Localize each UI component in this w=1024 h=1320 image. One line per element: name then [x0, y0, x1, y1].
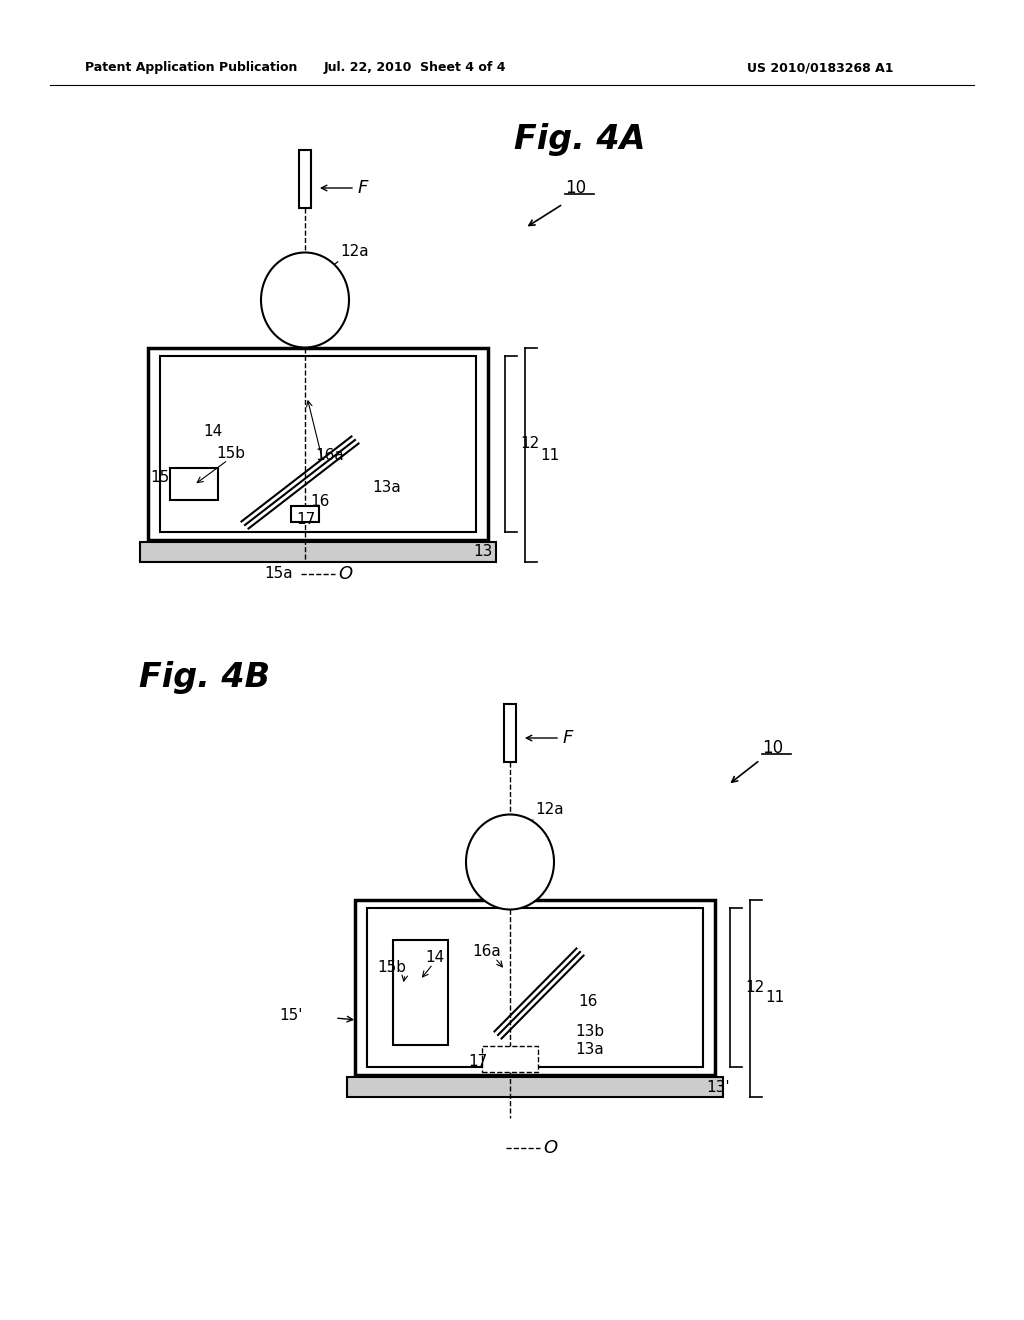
Text: 14: 14	[203, 425, 222, 440]
Text: Patent Application Publication: Patent Application Publication	[85, 62, 297, 74]
Text: 16: 16	[578, 994, 597, 1010]
Text: 11: 11	[765, 990, 784, 1006]
Text: 10: 10	[565, 180, 586, 197]
Bar	[347, 1077, 723, 1097]
Text: 13c: 13c	[515, 862, 543, 878]
Text: 16: 16	[310, 495, 330, 510]
Text: Fig. 4B: Fig. 4B	[139, 661, 270, 694]
Bar	[393, 940, 449, 1045]
Text: 13': 13'	[706, 1080, 730, 1094]
Bar	[355, 900, 715, 1074]
Text: 12: 12	[520, 437, 540, 451]
Text: F: F	[358, 180, 369, 197]
Text: 15b: 15b	[377, 961, 406, 975]
Text: O: O	[338, 565, 352, 583]
Text: 15': 15'	[280, 1007, 303, 1023]
Text: 13: 13	[473, 544, 493, 560]
Text: 13a: 13a	[372, 480, 400, 495]
Text: 17: 17	[469, 1055, 488, 1069]
Text: O: O	[543, 1139, 557, 1158]
Bar	[160, 356, 476, 532]
Text: 12: 12	[745, 979, 764, 994]
Text: Jul. 22, 2010  Sheet 4 of 4: Jul. 22, 2010 Sheet 4 of 4	[324, 62, 506, 74]
Text: 11: 11	[540, 447, 559, 462]
Text: 15: 15	[150, 470, 169, 486]
Bar	[504, 704, 516, 762]
Text: 16a: 16a	[315, 449, 344, 463]
Bar	[291, 506, 319, 521]
Text: 10: 10	[762, 739, 783, 756]
Bar	[170, 469, 218, 500]
Bar	[140, 543, 496, 562]
Text: F: F	[563, 729, 573, 747]
Text: US 2010/0183268 A1: US 2010/0183268 A1	[746, 62, 893, 74]
Text: 15b: 15b	[216, 446, 245, 462]
Text: 16a: 16a	[472, 945, 501, 960]
Text: 15a: 15a	[264, 566, 293, 582]
Text: 12a: 12a	[340, 244, 369, 260]
Ellipse shape	[261, 252, 349, 347]
Text: 14: 14	[425, 950, 444, 965]
Text: 13a: 13a	[575, 1043, 604, 1057]
Text: 12a: 12a	[535, 803, 563, 817]
Text: Fig. 4A: Fig. 4A	[514, 124, 646, 157]
Text: 17: 17	[296, 511, 315, 527]
Bar	[299, 150, 311, 209]
Ellipse shape	[466, 814, 554, 909]
Text: 13b: 13b	[575, 1024, 604, 1040]
Bar	[148, 348, 488, 540]
Bar	[367, 908, 703, 1067]
Bar	[482, 1045, 538, 1072]
